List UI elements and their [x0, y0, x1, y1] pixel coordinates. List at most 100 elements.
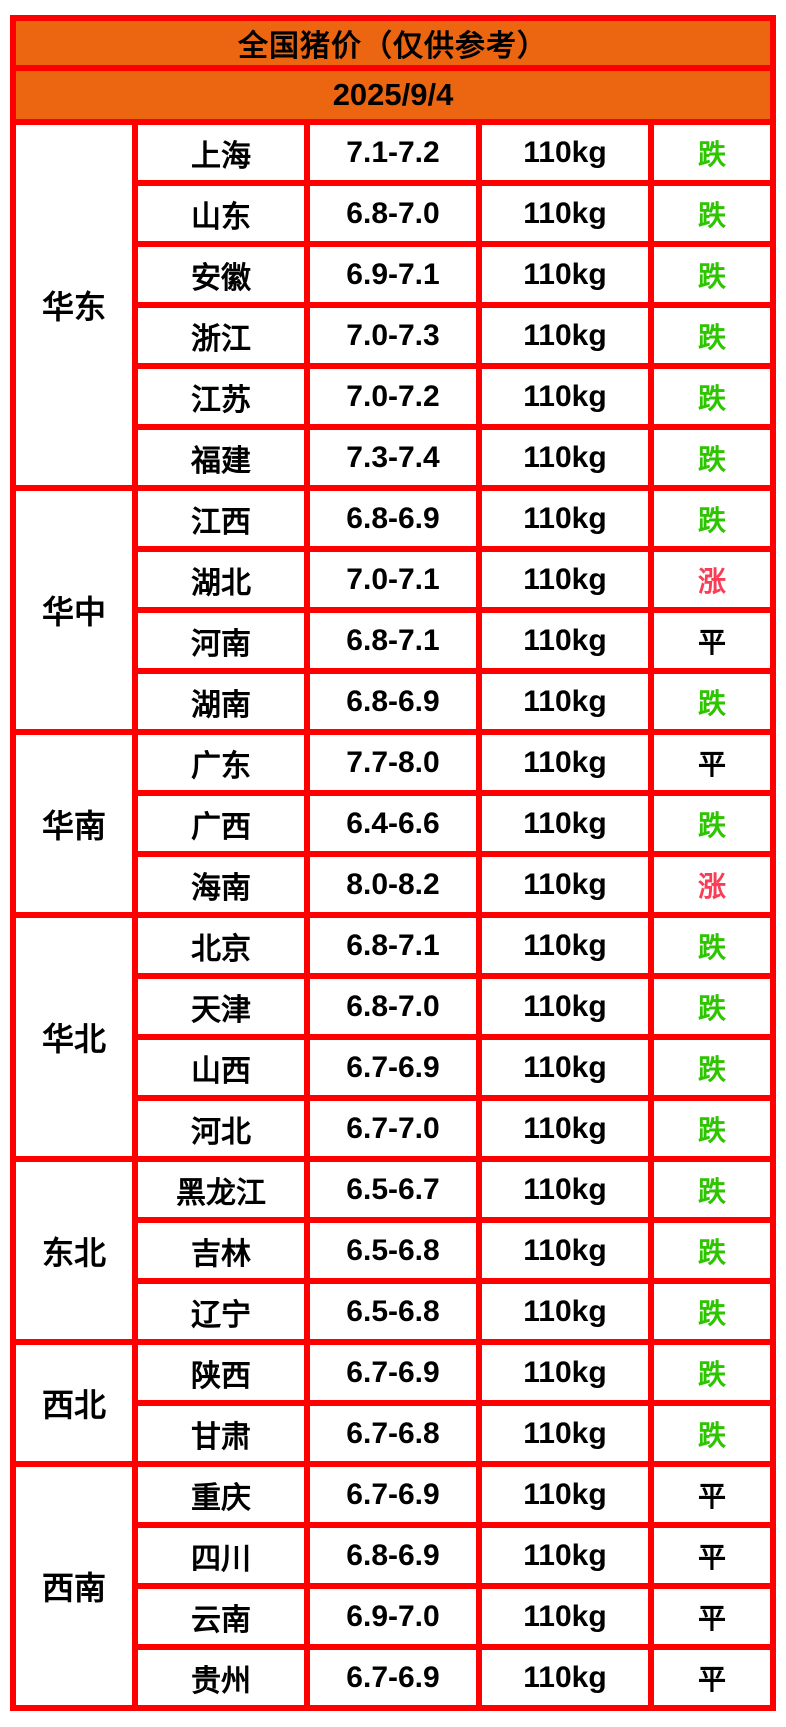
- province-cell: 上海: [132, 119, 310, 186]
- table-row: 湖北 7.0-7.1 110kg 涨: [13, 546, 777, 613]
- region-cell: 华南: [10, 729, 138, 918]
- table-row: 西北 陕西 6.7-6.9 110kg 跌: [10, 1339, 777, 1467]
- weight-cell: 110kg: [476, 729, 654, 796]
- province-cell: 甘肃: [132, 1400, 310, 1467]
- weight-cell: 110kg: [476, 485, 654, 552]
- price-cell: 7.3-7.4: [304, 424, 482, 491]
- trend-cell: 跌: [647, 1278, 777, 1345]
- table-row: 四川 6.8-6.9 110kg 平: [13, 1522, 777, 1589]
- province-cell: 北京: [132, 912, 310, 979]
- province-cell: 贵州: [132, 1644, 310, 1711]
- weight-cell: 110kg: [476, 1522, 654, 1589]
- region-cell: 西南: [10, 1461, 138, 1711]
- trend-cell: 平: [647, 1583, 777, 1650]
- table-row: 湖南 6.8-6.9 110kg 跌: [13, 668, 777, 735]
- price-cell: 6.8-7.0: [304, 973, 482, 1040]
- weight-cell: 110kg: [476, 607, 654, 674]
- province-cell: 江西: [132, 485, 310, 552]
- price-cell: 6.8-7.0: [304, 180, 482, 247]
- table-row: 天津 6.8-7.0 110kg 跌: [13, 973, 777, 1040]
- trend-cell: 跌: [647, 790, 777, 857]
- table-row: 福建 7.3-7.4 110kg 跌: [13, 424, 777, 491]
- table-row: 贵州 6.7-6.9 110kg 平: [13, 1644, 777, 1711]
- price-cell: 6.7-6.9: [304, 1339, 482, 1406]
- price-cell: 6.5-6.8: [304, 1278, 482, 1345]
- province-cell: 黑龙江: [132, 1156, 310, 1223]
- region-cell: 西北: [10, 1339, 138, 1467]
- page-title: 全国猪价（仅供参考）: [9, 15, 777, 71]
- trend-cell: 跌: [647, 1217, 777, 1284]
- province-cell: 重庆: [132, 1461, 310, 1528]
- weight-cell: 110kg: [476, 1644, 654, 1711]
- province-cell: 辽宁: [132, 1278, 310, 1345]
- trend-cell: 涨: [647, 851, 777, 918]
- province-cell: 云南: [132, 1583, 310, 1650]
- price-cell: 6.8-6.9: [304, 485, 482, 552]
- table-row: 东北 黑龙江 6.5-6.7 110kg 跌: [10, 1156, 777, 1345]
- table-row: 西南 重庆 6.7-6.9 110kg 平: [10, 1461, 777, 1711]
- weight-cell: 110kg: [476, 1034, 654, 1101]
- price-cell: 6.7-6.9: [304, 1034, 482, 1101]
- price-table-body: 华东 上海 7.1-7.2 110kg 跌山东 6.8-7.0 110kg 跌安徽 6.9-7.…: [10, 119, 777, 1711]
- trend-cell: 跌: [647, 302, 777, 369]
- price-cell: 8.0-8.2: [304, 851, 482, 918]
- trend-cell: 跌: [647, 485, 777, 552]
- weight-cell: 110kg: [476, 241, 654, 308]
- table-row: 江苏 7.0-7.2 110kg 跌: [13, 363, 777, 430]
- region-cell: 华东: [10, 119, 138, 491]
- price-cell: 7.1-7.2: [304, 119, 482, 186]
- province-cell: 山东: [132, 180, 310, 247]
- weight-cell: 110kg: [476, 790, 654, 857]
- table-row: 甘肃 6.7-6.8 110kg 跌: [13, 1400, 777, 1467]
- table-row: 华南 广东 7.7-8.0 110kg 平: [10, 729, 777, 918]
- price-cell: 6.9-7.1: [304, 241, 482, 308]
- weight-cell: 110kg: [476, 363, 654, 430]
- trend-cell: 平: [647, 607, 777, 674]
- table-row: 河北 6.7-7.0 110kg 跌: [13, 1095, 777, 1162]
- province-cell: 陕西: [132, 1339, 310, 1406]
- province-cell: 吉林: [132, 1217, 310, 1284]
- province-cell: 河南: [132, 607, 310, 674]
- weight-cell: 110kg: [476, 973, 654, 1040]
- weight-cell: 110kg: [476, 1339, 654, 1406]
- price-cell: 6.5-6.8: [304, 1217, 482, 1284]
- trend-cell: 跌: [647, 1095, 777, 1162]
- province-cell: 湖南: [132, 668, 310, 735]
- weight-cell: 110kg: [476, 119, 654, 186]
- table-row: 山西 6.7-6.9 110kg 跌: [13, 1034, 777, 1101]
- table-row: 华东 上海 7.1-7.2 110kg 跌: [10, 119, 777, 491]
- province-cell: 浙江: [132, 302, 310, 369]
- pig-price-table: 全国猪价（仅供参考） 2025/9/4 华东 上海 7.1-7.2 110kg 跌山东 6…: [9, 15, 777, 1711]
- price-cell: 6.7-6.9: [304, 1461, 482, 1528]
- province-cell: 天津: [132, 973, 310, 1040]
- weight-cell: 110kg: [476, 302, 654, 369]
- table-row: 广西 6.4-6.6 110kg 跌: [13, 790, 777, 857]
- weight-cell: 110kg: [476, 1095, 654, 1162]
- province-cell: 江苏: [132, 363, 310, 430]
- table-row: 华中 江西 6.8-6.9 110kg 跌: [10, 485, 777, 735]
- table-row: 辽宁 6.5-6.8 110kg 跌: [13, 1278, 777, 1345]
- weight-cell: 110kg: [476, 180, 654, 247]
- price-cell: 6.9-7.0: [304, 1583, 482, 1650]
- trend-cell: 跌: [647, 1156, 777, 1223]
- report-date: 2025/9/4: [9, 65, 777, 125]
- trend-cell: 跌: [647, 424, 777, 491]
- price-cell: 7.0-7.3: [304, 302, 482, 369]
- weight-cell: 110kg: [476, 851, 654, 918]
- price-cell: 6.4-6.6: [304, 790, 482, 857]
- table-row: 海南 8.0-8.2 110kg 涨: [13, 851, 777, 918]
- trend-cell: 平: [647, 1644, 777, 1711]
- trend-cell: 平: [647, 1461, 777, 1528]
- table-row: 河南 6.8-7.1 110kg 平: [13, 607, 777, 674]
- trend-cell: 跌: [647, 241, 777, 308]
- province-cell: 山西: [132, 1034, 310, 1101]
- price-cell: 6.8-7.1: [304, 607, 482, 674]
- weight-cell: 110kg: [476, 1217, 654, 1284]
- province-cell: 河北: [132, 1095, 310, 1162]
- trend-cell: 跌: [647, 1339, 777, 1406]
- weight-cell: 110kg: [476, 1461, 654, 1528]
- price-cell: 6.7-6.8: [304, 1400, 482, 1467]
- weight-cell: 110kg: [476, 1400, 654, 1467]
- date-row: 2025/9/4: [9, 65, 777, 125]
- province-cell: 湖北: [132, 546, 310, 613]
